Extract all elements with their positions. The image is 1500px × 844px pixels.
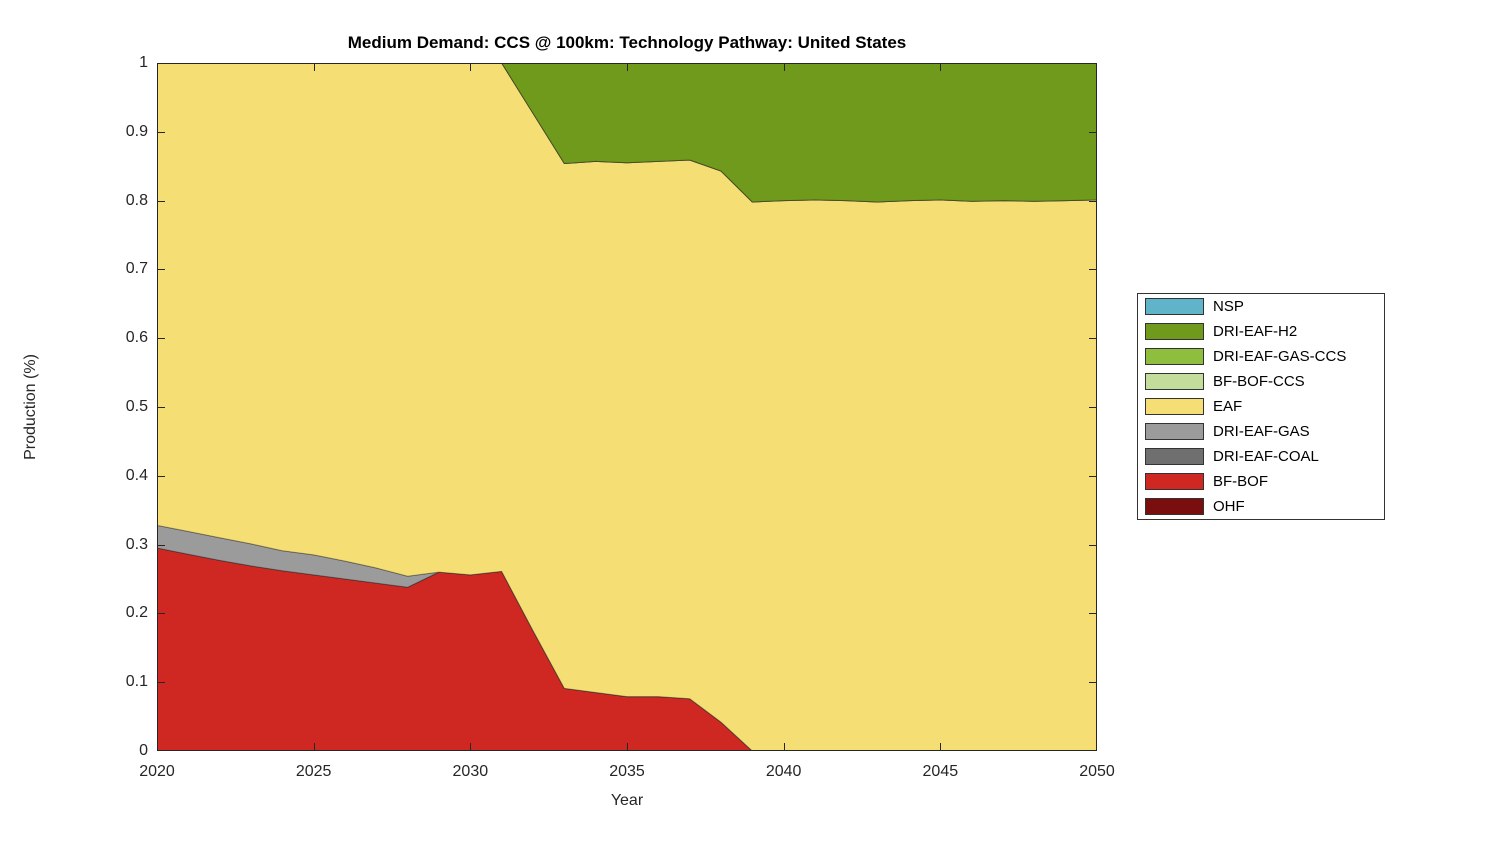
x-tick-label: 2030: [452, 763, 489, 780]
legend-item: NSP: [1145, 294, 1384, 319]
legend-label: BF-BOF: [1213, 473, 1268, 490]
legend-label: DRI-EAF-GAS: [1213, 423, 1310, 440]
legend-label: DRI-EAF-COAL: [1213, 448, 1319, 465]
y-tick-label: 0.3: [125, 535, 148, 553]
x-tick-label: 2020: [139, 763, 175, 780]
legend-swatch: [1145, 298, 1204, 315]
legend-swatch: [1145, 348, 1204, 365]
legend-item: BF-BOF-CCS: [1145, 369, 1384, 394]
legend: NSP DRI-EAF-H2 DRI-EAF-GAS-CCS BF-BOF-CCS EA…: [1137, 293, 1385, 520]
legend-item: DRI-EAF-GAS-CCS: [1145, 344, 1384, 369]
legend-item: OHF: [1145, 494, 1384, 519]
legend-swatch: [1145, 323, 1204, 340]
legend-swatch: [1145, 448, 1204, 465]
y-axis-label: Production (%): [22, 354, 39, 460]
y-tick-label: 0.8: [125, 191, 148, 209]
x-tick-label: 2040: [765, 763, 802, 780]
x-tick-label: 2050: [1079, 763, 1115, 780]
legend-swatch: [1145, 498, 1204, 515]
legend-label: BF-BOF-CCS: [1213, 373, 1305, 390]
x-tick-label: 2045: [922, 763, 959, 780]
x-tick-label: 2025: [295, 763, 332, 780]
legend-item: EAF: [1145, 394, 1384, 419]
legend-item: DRI-EAF-COAL: [1145, 444, 1384, 469]
legend-label: NSP: [1213, 298, 1244, 315]
chart-title: Medium Demand: CCS @ 100km: Technology P…: [347, 33, 907, 52]
x-tick-label: 2035: [609, 763, 645, 780]
legend-swatch: [1145, 473, 1204, 490]
legend-label: DRI-EAF-GAS-CCS: [1213, 348, 1347, 365]
plot-area: [156, 62, 1098, 752]
y-tick-label: 0.2: [125, 604, 148, 622]
plot-border: [157, 63, 1097, 751]
y-tick-label: 0: [139, 742, 148, 759]
y-tick-label: 0.6: [125, 329, 148, 347]
y-tick-label: 1: [139, 54, 148, 71]
legend-label: OHF: [1213, 498, 1245, 515]
y-tick-label: 0.9: [125, 122, 148, 140]
legend-item: DRI-EAF-H2: [1145, 319, 1384, 344]
legend-swatch: [1145, 423, 1204, 440]
y-tick-label: 0.5: [125, 398, 148, 415]
y-tick-label: 0.4: [125, 466, 148, 484]
legend-swatch: [1145, 373, 1204, 390]
y-tick-label: 0.7: [125, 260, 148, 278]
legend-label: EAF: [1213, 398, 1243, 415]
legend-item: DRI-EAF-GAS: [1145, 419, 1384, 444]
stacked-area-chart: [156, 62, 1098, 752]
legend-label: DRI-EAF-H2: [1213, 323, 1298, 340]
x-axis-label: Year: [610, 792, 644, 809]
legend-item: BF-BOF: [1145, 469, 1384, 494]
legend-swatch: [1145, 398, 1204, 415]
y-tick-label: 0.1: [125, 673, 148, 691]
